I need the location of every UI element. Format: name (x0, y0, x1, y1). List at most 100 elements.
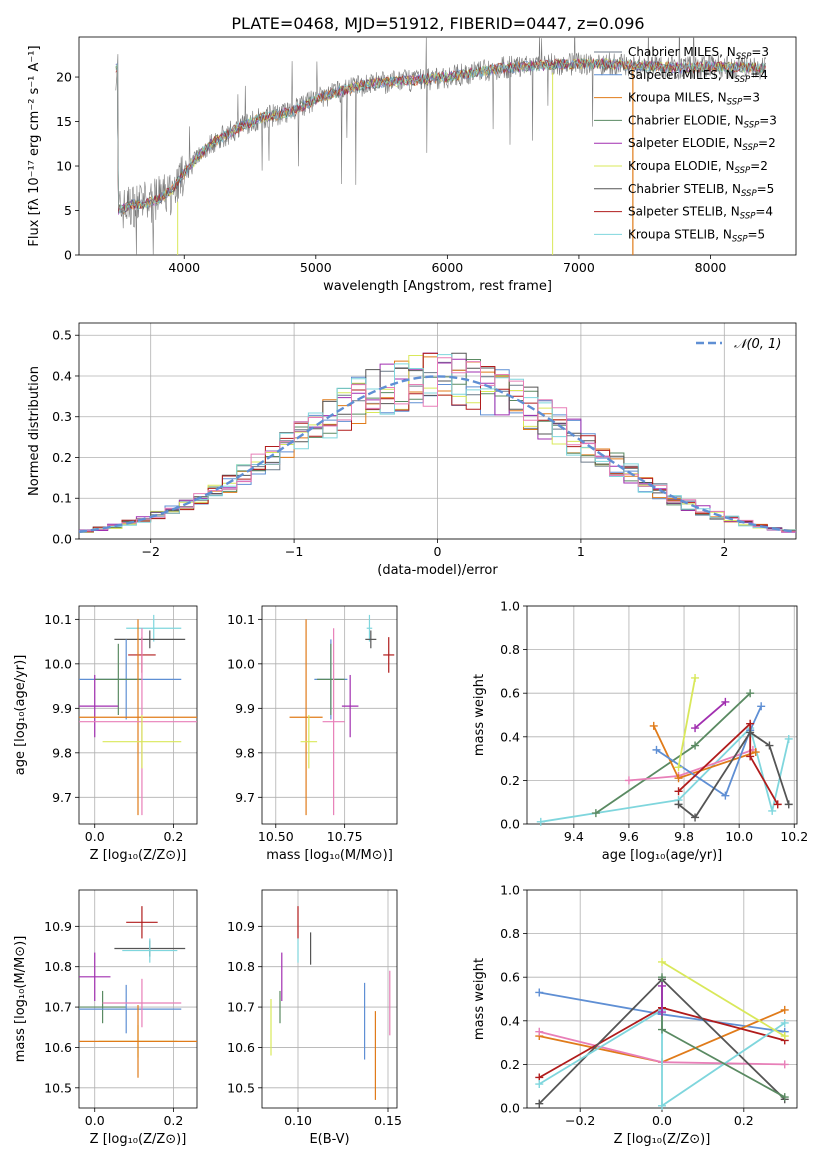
y-tick-label: 10.8 (44, 959, 72, 974)
x-tick-label: 9.6 (619, 829, 639, 844)
x-tick-label: 0.0 (652, 1113, 672, 1128)
weight-point-marker (658, 1101, 666, 1110)
weight-point-marker (535, 1080, 544, 1089)
y-tick-label: 10.9 (227, 919, 255, 934)
weight-point-marker (658, 957, 666, 966)
weight-point-marker (721, 791, 730, 800)
y-tick-label: 10.7 (227, 1000, 255, 1015)
y-tick-label: 9.9 (52, 701, 72, 716)
x-tick-label: 6000 (431, 260, 463, 275)
weight-point-marker (780, 1060, 789, 1069)
legend-subscript: SSP (735, 166, 751, 176)
age_vs_mass-frame (261, 605, 398, 825)
legend-value: =2 (758, 136, 776, 150)
legend-subscript: SSP (735, 75, 751, 85)
y-tick-label: 10.6 (227, 1040, 255, 1055)
x-tick-label: 1 (577, 544, 585, 559)
x-axis-label: age [log₁₀(age/yr)] (602, 848, 723, 863)
weight-point-marker (780, 1032, 789, 1041)
x-tick-label: −2 (141, 544, 159, 559)
legend-subscript: SSP (736, 52, 752, 62)
weight-point-marker (751, 748, 760, 757)
legend-entry: Kroupa MILES, NSSP=3 (628, 91, 760, 108)
weight-point-marker (658, 1025, 666, 1034)
x-axis-label: wavelength [Angstrom, rest frame] (323, 279, 552, 294)
x-tick-label: 10.75 (327, 829, 363, 844)
y-tick-label: 0.8 (500, 926, 520, 941)
y-tick-label: 10.1 (44, 612, 72, 627)
x-tick-label: 9.4 (564, 829, 584, 844)
weight-series-line (628, 749, 754, 782)
legend-value: =4 (750, 68, 768, 82)
x-tick-label: 5000 (300, 260, 332, 275)
x-tick-label: 0.2 (734, 1113, 754, 1128)
weight-series-line (677, 677, 696, 768)
weight-point-marker (691, 724, 700, 733)
legend-subscript: SSP (741, 189, 757, 199)
residuals-frame (78, 322, 797, 540)
weight-point-marker (746, 689, 755, 698)
x-tick-label: 2 (720, 544, 728, 559)
y-tick-label: 10.7 (44, 1000, 72, 1015)
y-tick-label: 9.7 (235, 790, 255, 805)
weight-point-marker (780, 1018, 789, 1027)
y-axis-label: mass weight (472, 958, 487, 1040)
legend-entry: 𝒩(0, 1) (734, 337, 781, 352)
y-tick-label: 0.0 (500, 1101, 520, 1116)
x-tick-label: 9.8 (674, 829, 694, 844)
x-tick-label: 8000 (695, 260, 727, 275)
weight-point-marker (691, 813, 700, 822)
y-tick-label: 0.0 (52, 532, 72, 547)
weight-point-marker (674, 763, 683, 772)
spectrum-model-line (115, 58, 767, 214)
y-tick-label: 10.0 (44, 656, 72, 671)
x-tick-label: 4000 (168, 260, 200, 275)
mass_vs_Z-frame (78, 889, 198, 1109)
weight_vs_age-axes: 9.4 9.6 9.8 10.0 10.2 0.0 0.2 0.4 0.6 0.8 1.0 age [… (472, 599, 808, 864)
weight-point-marker (773, 800, 782, 809)
y-tick-label: 1.0 (500, 883, 520, 898)
x-tick-label: 0.15 (374, 1113, 402, 1128)
weight-point-marker (536, 817, 545, 826)
age_vs_Z-axes: 0.0 0.2 9.7 9.8 9.9 10.0 10.1 Z [log₁₀(Z/Z⊙)] ag… (13, 605, 198, 863)
y-tick-label: 10.1 (227, 612, 255, 627)
legend-subscript: SSP (740, 212, 756, 222)
x-tick-label: 0.2 (163, 1113, 183, 1128)
weight-point-marker (649, 721, 658, 730)
y-axis-label: Normed distribution (27, 366, 42, 496)
legend-value: =3 (742, 91, 760, 105)
weight-point-marker (674, 800, 683, 809)
weight-point-marker (658, 981, 666, 990)
weight-point-marker (780, 1005, 789, 1014)
weight-series-line (661, 977, 786, 1098)
legend-entry: Chabrier STELIB, NSSP=5 (628, 182, 774, 199)
weight-point-marker (784, 734, 793, 743)
x-axis-label: E(B-V) (309, 1132, 349, 1147)
x-tick-label: 10.50 (258, 829, 294, 844)
y-tick-label: 0.0 (500, 817, 520, 832)
legend-subscript: SSP (742, 143, 758, 153)
y-tick-label: 10.0 (227, 656, 255, 671)
y-tick-label: 20 (56, 70, 72, 85)
x-tick-label: 10.0 (725, 829, 753, 844)
weight-point-marker (624, 776, 633, 785)
legend-value: =5 (757, 182, 775, 196)
weight-series-line (661, 961, 786, 1037)
legend-entry: Salpeter ELODIE, NSSP=2 (628, 136, 776, 153)
legend-entry: Chabrier ELODIE, NSSP=3 (628, 113, 777, 130)
legend-value: =5 (748, 227, 766, 241)
y-tick-label: 0.8 (500, 642, 520, 657)
legend-subscript: SSP (732, 234, 748, 244)
weight-series-line (540, 726, 790, 823)
mass_vs_EBV-axes: 0.10 0.15 10.5 10.6 10.7 10.8 10.9 E(B-V) (227, 889, 402, 1147)
y-axis-label: mass weight (472, 674, 487, 756)
legend-entry: Chabrier MILES, NSSP=3 (628, 45, 769, 62)
y-tick-label: 9.7 (52, 790, 72, 805)
y-tick-label: 0.1 (52, 491, 72, 506)
legend-value: =3 (759, 113, 777, 127)
spectrum-axes: 4000 5000 6000 7000 8000 0 5 10 15 20 wavelength [… (27, 36, 797, 294)
weight-point-marker (652, 745, 661, 754)
age_vs_mass-axes: 10.50 10.75 9.7 9.8 9.9 10.0 10.1 mass [log₁₀(M… (227, 605, 398, 863)
y-tick-label: 0.6 (500, 970, 520, 985)
x-axis-label: Z [log₁₀(Z/Z⊙)] (90, 1132, 187, 1147)
